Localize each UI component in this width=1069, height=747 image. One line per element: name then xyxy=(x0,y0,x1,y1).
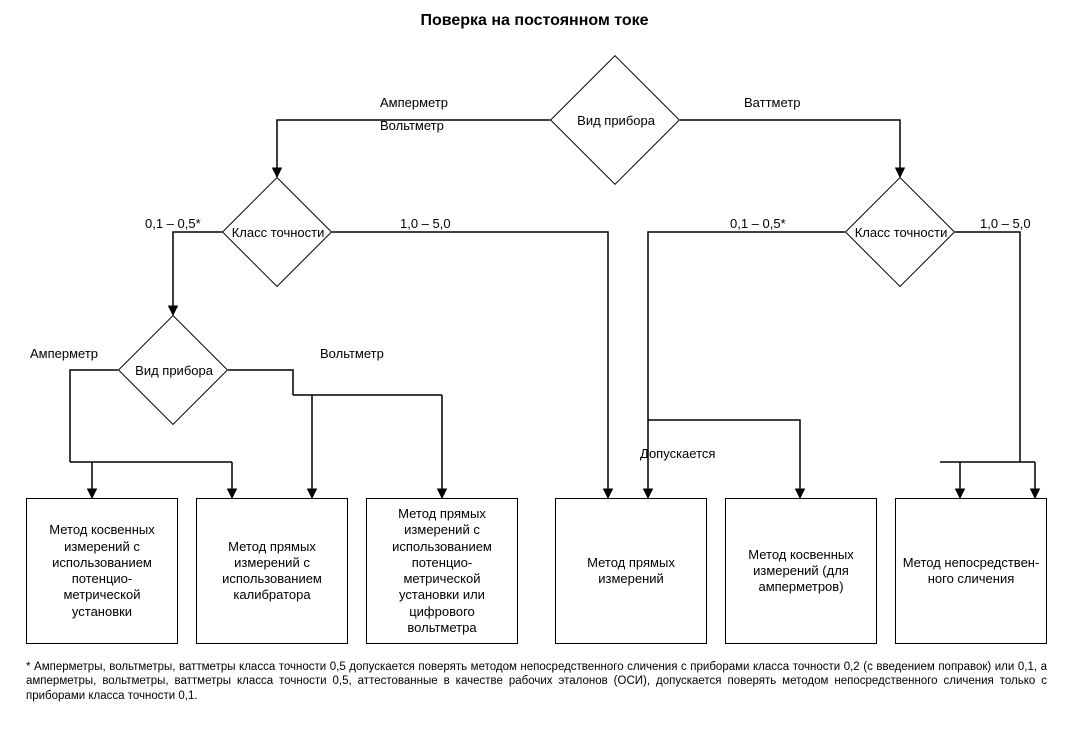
edge-label-e5: 1,0 – 5,0 xyxy=(400,216,451,231)
edge-label-e7: 1,0 – 5,0 xyxy=(980,216,1031,231)
diamond-d_left: Класс точности xyxy=(222,177,332,287)
footnote: * Амперметры, вольтметры, ваттметры клас… xyxy=(26,660,1047,703)
box-b2: Метод прямых измерений с использованием … xyxy=(196,498,348,644)
box-b4: Метод прямых измерений xyxy=(555,498,707,644)
diamond-d_right: Класс точности xyxy=(845,177,955,287)
box-b3: Метод прямых измерений с использованием … xyxy=(366,498,518,644)
page-title: Поверка на постоянном токе xyxy=(0,12,1069,30)
edge-label-e4: 0,1 – 0,5* xyxy=(145,216,201,231)
edge-label-e1: Амперметр xyxy=(380,95,448,110)
diamond-d_vp2: Вид прибора xyxy=(118,315,228,425)
edge-label-e6: 0,1 – 0,5* xyxy=(730,216,786,231)
box-b6: Метод непосредствен- ного сличения xyxy=(895,498,1047,644)
box-b1: Метод косвенных измерений с использовани… xyxy=(26,498,178,644)
box-b5: Метод косвенных измерений (для амперметр… xyxy=(725,498,877,644)
diamond-d_top: Вид прибора xyxy=(550,55,680,185)
edge-label-e2: Вольтметр xyxy=(380,118,444,133)
edge-label-e8: Амперметр xyxy=(30,346,98,361)
edge-label-e10: Допускается xyxy=(640,446,715,461)
edge-label-e3: Ваттметр xyxy=(744,95,800,110)
edge-label-e9: Вольтметр xyxy=(320,346,384,361)
